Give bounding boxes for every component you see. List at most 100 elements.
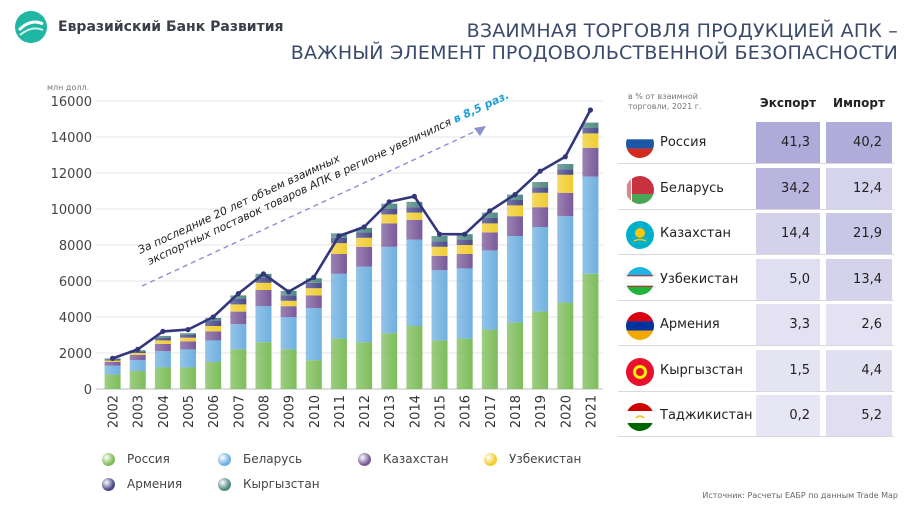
bar-segment bbox=[180, 367, 197, 389]
bar-segment bbox=[180, 335, 197, 338]
import-header: Импорт bbox=[833, 96, 885, 110]
total-point bbox=[185, 327, 191, 333]
bar-segment bbox=[104, 365, 121, 375]
bar-segment bbox=[506, 236, 523, 323]
bar-segment bbox=[255, 277, 272, 283]
bar-segment bbox=[481, 232, 498, 251]
x-tick-label: 2004 bbox=[157, 395, 172, 428]
legend-label: Кыргызстан bbox=[243, 477, 320, 491]
x-tick-label: 2007 bbox=[232, 395, 247, 428]
country-name: Таджикистан bbox=[660, 408, 753, 423]
total-point bbox=[311, 274, 317, 280]
bar-segment bbox=[154, 340, 171, 344]
bar-segment bbox=[255, 342, 272, 389]
x-tick-label: 2015 bbox=[434, 395, 449, 428]
country-name: Казахстан bbox=[660, 226, 731, 241]
bar-segment bbox=[356, 246, 373, 267]
tajikistan-flag-icon bbox=[626, 403, 654, 431]
bar-segment bbox=[481, 218, 498, 224]
legend-item: Кыргызстан bbox=[218, 477, 320, 491]
bar-segment bbox=[532, 207, 549, 227]
x-tick-label: 2018 bbox=[509, 395, 524, 428]
table-row: 0,2 5,2 Таджикистан bbox=[618, 395, 894, 437]
x-tick-label: 2010 bbox=[308, 395, 323, 428]
x-tick-label: 2020 bbox=[559, 395, 574, 428]
bar-segment bbox=[431, 340, 448, 389]
total-point bbox=[160, 328, 166, 334]
row-divider bbox=[618, 254, 894, 255]
y-tick-label: 16000 bbox=[51, 95, 92, 110]
bar-segment bbox=[305, 308, 322, 361]
total-point bbox=[135, 346, 141, 352]
row-divider bbox=[618, 436, 894, 437]
bar-segment bbox=[456, 254, 473, 269]
legend-item: Казахстан bbox=[358, 452, 449, 466]
total-point bbox=[386, 199, 392, 205]
export-value: 41,3 bbox=[756, 122, 820, 164]
bar-segment bbox=[230, 324, 247, 350]
bar-segment bbox=[481, 250, 498, 330]
row-divider bbox=[618, 390, 894, 392]
bar-segment bbox=[305, 282, 322, 289]
bar-segment bbox=[255, 290, 272, 307]
x-tick-label: 2011 bbox=[333, 395, 348, 428]
bar-segment bbox=[506, 322, 523, 389]
bar-segment bbox=[154, 337, 171, 341]
bar-segment bbox=[431, 270, 448, 341]
bar-segment bbox=[330, 273, 347, 339]
bar-segment bbox=[506, 194, 523, 200]
bar-segment bbox=[406, 239, 423, 326]
bar-segment bbox=[582, 122, 599, 128]
total-point bbox=[462, 231, 468, 237]
bar-segment bbox=[456, 239, 473, 245]
x-tick-label: 2008 bbox=[257, 395, 272, 428]
export-value: 0,2 bbox=[756, 395, 820, 437]
total-point bbox=[411, 193, 417, 199]
bar-segment bbox=[305, 295, 322, 308]
bar-segment bbox=[582, 128, 599, 134]
total-point bbox=[286, 289, 292, 295]
bar-segment bbox=[406, 207, 423, 213]
bar-segment bbox=[381, 223, 398, 247]
belarus-flag-icon bbox=[626, 175, 654, 204]
bar-segment bbox=[456, 268, 473, 339]
x-tick-label: 2002 bbox=[107, 395, 122, 428]
import-value: 13,4 bbox=[826, 258, 892, 301]
uzbekistan-flag-icon bbox=[626, 266, 654, 295]
bar-segment bbox=[129, 360, 146, 371]
table-row: 5,0 13,4 Узбекистан bbox=[618, 258, 894, 301]
bar-segment bbox=[456, 245, 473, 254]
bar-segment bbox=[330, 338, 347, 389]
bar-segment bbox=[280, 306, 297, 317]
bar-segment bbox=[280, 295, 297, 301]
import-value: 12,4 bbox=[826, 167, 892, 210]
bar-segment bbox=[431, 241, 448, 247]
legend-swatch bbox=[484, 452, 497, 466]
x-tick-label: 2014 bbox=[408, 395, 423, 428]
bar-segment bbox=[356, 227, 373, 233]
bar-segment bbox=[154, 351, 171, 368]
bar-segment bbox=[205, 331, 222, 341]
bar-segment bbox=[230, 311, 247, 325]
x-tick-label: 2012 bbox=[358, 395, 373, 428]
bar-segment bbox=[582, 133, 599, 148]
country-name: Беларусь bbox=[660, 180, 724, 196]
legend-swatch bbox=[358, 452, 371, 466]
bar-segment bbox=[381, 209, 398, 215]
import-value: 21,9 bbox=[826, 213, 892, 255]
row-divider bbox=[618, 345, 894, 346]
import-value: 2,6 bbox=[826, 304, 892, 346]
x-tick-label: 2016 bbox=[459, 395, 474, 428]
bar-segment bbox=[557, 164, 574, 170]
bar-segment bbox=[305, 360, 322, 389]
bar-segment bbox=[582, 176, 599, 274]
total-point bbox=[260, 271, 267, 277]
table-row: 1,5 4,4 Кыргызстан bbox=[618, 349, 894, 392]
legend-swatch bbox=[102, 452, 115, 466]
total-point bbox=[537, 168, 543, 174]
y-tick-label: 2000 bbox=[59, 347, 92, 362]
y-tick-label: 10000 bbox=[51, 203, 92, 218]
bar-segment bbox=[557, 216, 574, 303]
bar-segment bbox=[255, 282, 272, 290]
